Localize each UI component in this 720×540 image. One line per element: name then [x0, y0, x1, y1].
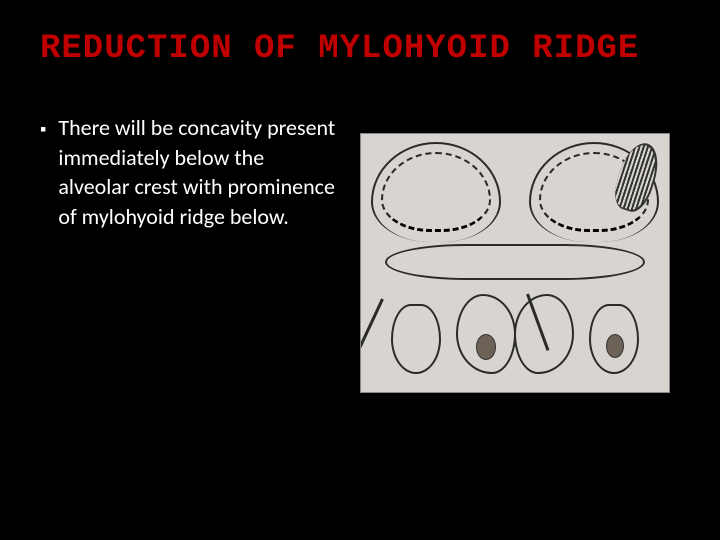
content-row: ▪ There will be concavity present immedi… [40, 113, 680, 393]
bullet-text: There will be concavity present immediat… [58, 113, 340, 232]
illustration-image [360, 133, 670, 393]
bullet-marker-icon: ▪ [40, 119, 46, 140]
slide-title: REDUCTION OF MYLOHYOID RIDGE [40, 30, 680, 68]
bullet-item: ▪ There will be concavity present immedi… [40, 113, 340, 232]
slide: REDUCTION OF MYLOHYOID RIDGE ▪ There wil… [0, 0, 720, 540]
